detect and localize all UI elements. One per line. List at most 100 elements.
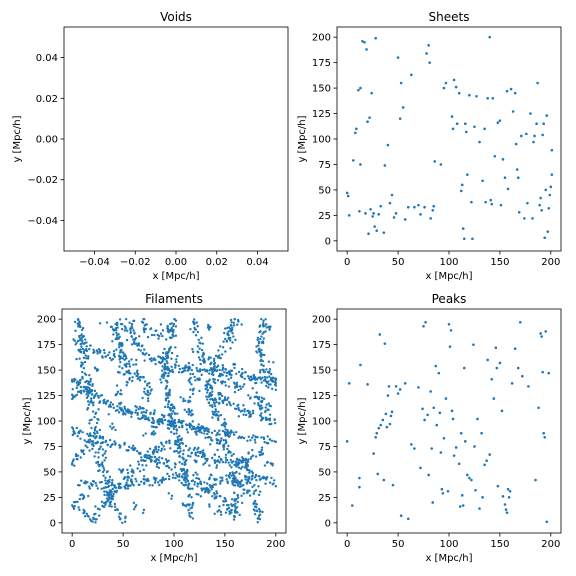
filaments-point xyxy=(131,376,134,379)
filaments-point xyxy=(244,478,247,481)
filaments-point xyxy=(88,441,91,444)
filaments-point xyxy=(247,468,250,472)
filaments-point xyxy=(258,331,261,334)
filaments-point xyxy=(223,425,227,428)
peaks-point xyxy=(385,425,389,429)
filaments-point xyxy=(199,482,203,486)
peaks-point xyxy=(458,505,462,508)
filaments-point xyxy=(228,434,231,438)
filaments-point xyxy=(214,459,217,462)
filaments-point xyxy=(241,465,244,469)
peaks-point xyxy=(421,407,424,411)
filaments-point xyxy=(89,344,92,347)
filaments-point xyxy=(198,368,202,371)
filaments-point xyxy=(158,483,161,487)
filaments-point xyxy=(125,357,128,360)
filaments-point xyxy=(202,357,206,361)
peaks-point xyxy=(389,414,393,418)
filaments-point xyxy=(174,325,178,328)
filaments-point xyxy=(198,347,201,350)
sheets-point xyxy=(468,93,471,97)
filaments-point xyxy=(258,371,262,374)
sheets-point xyxy=(533,134,536,138)
filaments-point xyxy=(161,476,165,479)
filaments-point xyxy=(97,451,100,454)
filaments-point xyxy=(124,484,128,487)
filaments-point xyxy=(157,422,160,426)
filaments-point xyxy=(260,446,264,449)
filaments-point xyxy=(117,411,121,414)
filaments-point xyxy=(152,449,155,453)
sheets-point xyxy=(505,89,509,93)
filaments-point xyxy=(73,432,77,435)
filaments-point xyxy=(80,342,83,345)
filaments-point xyxy=(100,394,104,397)
filaments-ytick-label: 100 xyxy=(37,417,56,428)
filaments-point xyxy=(72,429,75,433)
filaments-point xyxy=(123,405,126,409)
peaks-xtick-label: 150 xyxy=(490,539,509,550)
peaks-ytick-label: 25 xyxy=(318,493,331,504)
filaments-point xyxy=(107,405,111,408)
filaments-point xyxy=(82,350,86,353)
filaments-point xyxy=(195,433,198,436)
filaments-point xyxy=(178,455,181,458)
filaments-point xyxy=(101,454,105,457)
peaks-ytick-label: 50 xyxy=(318,467,331,478)
filaments-point xyxy=(255,345,258,348)
filaments-point xyxy=(191,517,195,520)
filaments-point xyxy=(164,399,168,402)
sheets-point xyxy=(432,204,436,208)
filaments-point xyxy=(257,507,261,511)
filaments-point xyxy=(186,468,189,472)
filaments-point xyxy=(124,413,127,416)
filaments-point xyxy=(166,396,170,400)
filaments-point xyxy=(166,325,169,328)
filaments-point xyxy=(174,366,177,369)
filaments-point xyxy=(253,499,257,503)
filaments-point xyxy=(196,345,200,348)
sheets-point xyxy=(451,127,455,131)
filaments-point xyxy=(97,347,101,351)
filaments-point xyxy=(207,356,211,359)
filaments-point xyxy=(271,483,274,486)
peaks-point xyxy=(470,478,473,482)
filaments-point xyxy=(182,449,185,452)
peaks-point xyxy=(468,476,471,480)
filaments-point xyxy=(265,384,268,388)
sheets-point xyxy=(429,217,432,220)
filaments-point xyxy=(188,396,192,399)
filaments-point xyxy=(224,431,227,434)
filaments-point xyxy=(173,450,176,453)
filaments-point xyxy=(265,476,269,479)
filaments-point xyxy=(82,342,86,345)
sheets-point xyxy=(516,176,520,179)
peaks-point xyxy=(534,478,537,482)
filaments-point xyxy=(85,341,88,344)
filaments-point xyxy=(162,376,165,380)
filaments-point xyxy=(238,458,241,462)
filaments-point xyxy=(104,476,107,480)
filaments-point xyxy=(257,485,260,488)
filaments-point xyxy=(110,481,114,484)
filaments-point xyxy=(182,397,185,401)
filaments-point xyxy=(130,324,133,328)
sheets-title: Sheets xyxy=(429,10,470,24)
filaments-point xyxy=(93,415,96,419)
filaments-point xyxy=(199,495,203,498)
filaments-point xyxy=(153,333,156,337)
filaments-point xyxy=(123,358,126,361)
voids-title: Voids xyxy=(160,10,192,24)
filaments-point xyxy=(232,324,236,327)
filaments-point xyxy=(247,451,250,454)
filaments-point xyxy=(183,484,186,487)
filaments-point xyxy=(94,482,97,485)
filaments-point xyxy=(274,388,278,392)
filaments-point xyxy=(126,329,129,332)
filaments-point xyxy=(119,401,123,404)
filaments-point xyxy=(164,458,168,461)
filaments-point xyxy=(160,413,164,417)
filaments-point xyxy=(233,505,237,508)
peaks-point xyxy=(438,411,442,415)
filaments-point xyxy=(162,415,166,419)
